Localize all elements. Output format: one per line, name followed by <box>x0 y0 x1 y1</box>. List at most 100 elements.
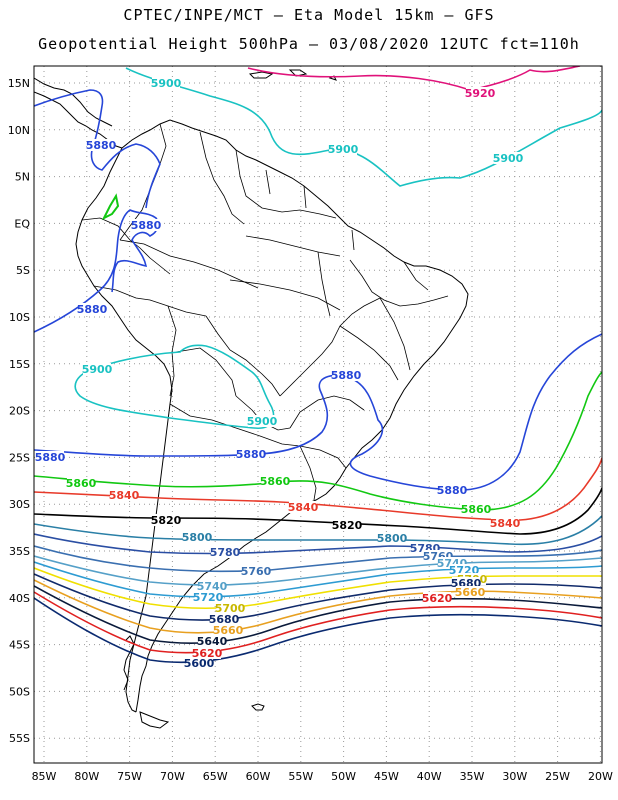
lat-tick-label: 20S <box>9 405 30 418</box>
contour-label: 5660 <box>455 586 486 599</box>
lat-tick-label: 15S <box>9 358 30 371</box>
contour-label-bg <box>87 139 115 151</box>
contour-5860 <box>34 371 602 511</box>
contour-label: 5860 <box>66 477 97 490</box>
caribbean-island-b <box>288 69 308 77</box>
contour-label: 5900 <box>493 152 524 165</box>
contour-label-bg <box>329 143 357 155</box>
green-contour-fragment <box>101 193 120 221</box>
contour-label: 5840 <box>490 517 521 530</box>
contour-label-bg <box>456 586 484 598</box>
contour-label: 5900 <box>151 77 182 90</box>
lon-tick-label: 35W <box>460 770 485 783</box>
lat-tick-label: 25S <box>9 451 30 464</box>
lat-tick-label: 10S <box>9 311 30 324</box>
contour-label-bg <box>198 580 226 592</box>
contour-5880-b <box>34 89 161 209</box>
contour-5840 <box>34 457 602 521</box>
grid-lines <box>34 66 602 763</box>
contour-label-bg <box>491 517 519 529</box>
lon-tick-label: 70W <box>160 770 185 783</box>
contour-label-bg <box>248 415 276 427</box>
contour-label: 5820 <box>151 514 182 527</box>
contour-labels: 5920 5900 5900 5900 5900 5900 5880 5880 5880 5880… <box>35 77 524 670</box>
contour-label: 5880 <box>331 369 362 382</box>
contour-5900-north <box>125 67 602 187</box>
contour-label-bg <box>193 647 221 659</box>
contour-label-bg <box>462 503 490 515</box>
contour-label: 5820 <box>332 519 363 532</box>
contour-label-bg <box>332 369 360 381</box>
contour-label: 5900 <box>82 363 113 376</box>
contour-label-bg <box>83 363 111 375</box>
contour-5900-south <box>74 344 275 429</box>
lat-tick-label: 50S <box>9 685 30 698</box>
contour-5880-c <box>34 333 602 491</box>
south-america-coast <box>121 119 469 713</box>
lon-tick-label: 60W <box>246 770 271 783</box>
figure-title: CPTEC/INPE/MCT – Eta Model 15km – GFS <box>123 6 495 24</box>
contour-label: 5880 <box>236 448 267 461</box>
contour-label-bg <box>36 451 64 463</box>
contour-5640 <box>34 585 602 644</box>
contour-5680 <box>34 573 602 621</box>
contour-label: 5920 <box>465 87 496 100</box>
contour-label-bg <box>216 602 244 614</box>
lat-tick-label: 45S <box>9 639 30 652</box>
lon-tick-label: 20W <box>588 770 613 783</box>
contour-lines <box>34 66 602 664</box>
contour-label-bg <box>438 484 466 496</box>
contour-label: 5880 <box>35 451 66 464</box>
lon-tick-label: 40W <box>417 770 442 783</box>
lat-tick-label: EQ <box>14 217 30 230</box>
contour-label: 5880 <box>86 139 117 152</box>
plot-frame <box>33 65 603 764</box>
axis-tick-labels: 85W 80W 75W 70W 65W 60W 55W 50W 45W 40W 35W 30W 25W 2… <box>8 77 613 783</box>
figure-subtitle: Geopotential Height 500hPa – 03/08/2020 … <box>38 35 580 53</box>
contour-5920 <box>247 66 581 91</box>
contour-label-bg <box>261 475 289 487</box>
lon-tick-label: 50W <box>331 770 356 783</box>
lon-tick-label: 25W <box>545 770 570 783</box>
lat-tick-label: 30S <box>9 498 30 511</box>
contour-label: 5680 <box>209 613 240 626</box>
contour-label-bg <box>378 532 406 544</box>
contour-label-bg <box>214 624 242 636</box>
contour-label: 5620 <box>192 647 223 660</box>
contour-label: 5660 <box>213 624 244 637</box>
contour-5780 <box>34 533 602 555</box>
coastlines <box>34 69 469 729</box>
lon-tick-label: 80W <box>74 770 99 783</box>
contour-label: 5740 <box>197 580 228 593</box>
contour-5760 <box>34 545 602 573</box>
contour-label: 5900 <box>247 415 278 428</box>
contour-5720 <box>34 561 602 598</box>
contour-label: 5620 <box>422 592 453 605</box>
contour-label: 5880 <box>437 484 468 497</box>
lon-tick-label: 55W <box>288 770 313 783</box>
lat-tick-label: 35S <box>9 545 30 558</box>
contour-label-bg <box>237 448 265 460</box>
contour-label: 5640 <box>197 635 228 648</box>
contour-label: 5860 <box>461 503 492 516</box>
contour-label: 5800 <box>377 532 408 545</box>
contour-label-bg <box>423 592 451 604</box>
contour-label-bg <box>194 591 222 603</box>
south-america-west-coast <box>75 147 173 713</box>
tierra-del-fuego <box>139 711 170 729</box>
chile-islands <box>123 635 135 691</box>
contour-label-bg <box>110 489 138 501</box>
contour-5800 <box>34 515 602 546</box>
contour-label-bg <box>183 531 211 543</box>
contour-label-bg <box>185 657 213 669</box>
lat-tick-label: 15N <box>8 77 30 90</box>
contour-label: 5860 <box>260 475 291 488</box>
contour-5660 <box>34 579 602 634</box>
contour-label: 5700 <box>215 602 246 615</box>
contour-label-bg <box>132 219 160 231</box>
contour-label: 5880 <box>77 303 108 316</box>
lat-tick-label: 40S <box>9 592 30 605</box>
lat-tick-label: 55S <box>9 732 30 745</box>
